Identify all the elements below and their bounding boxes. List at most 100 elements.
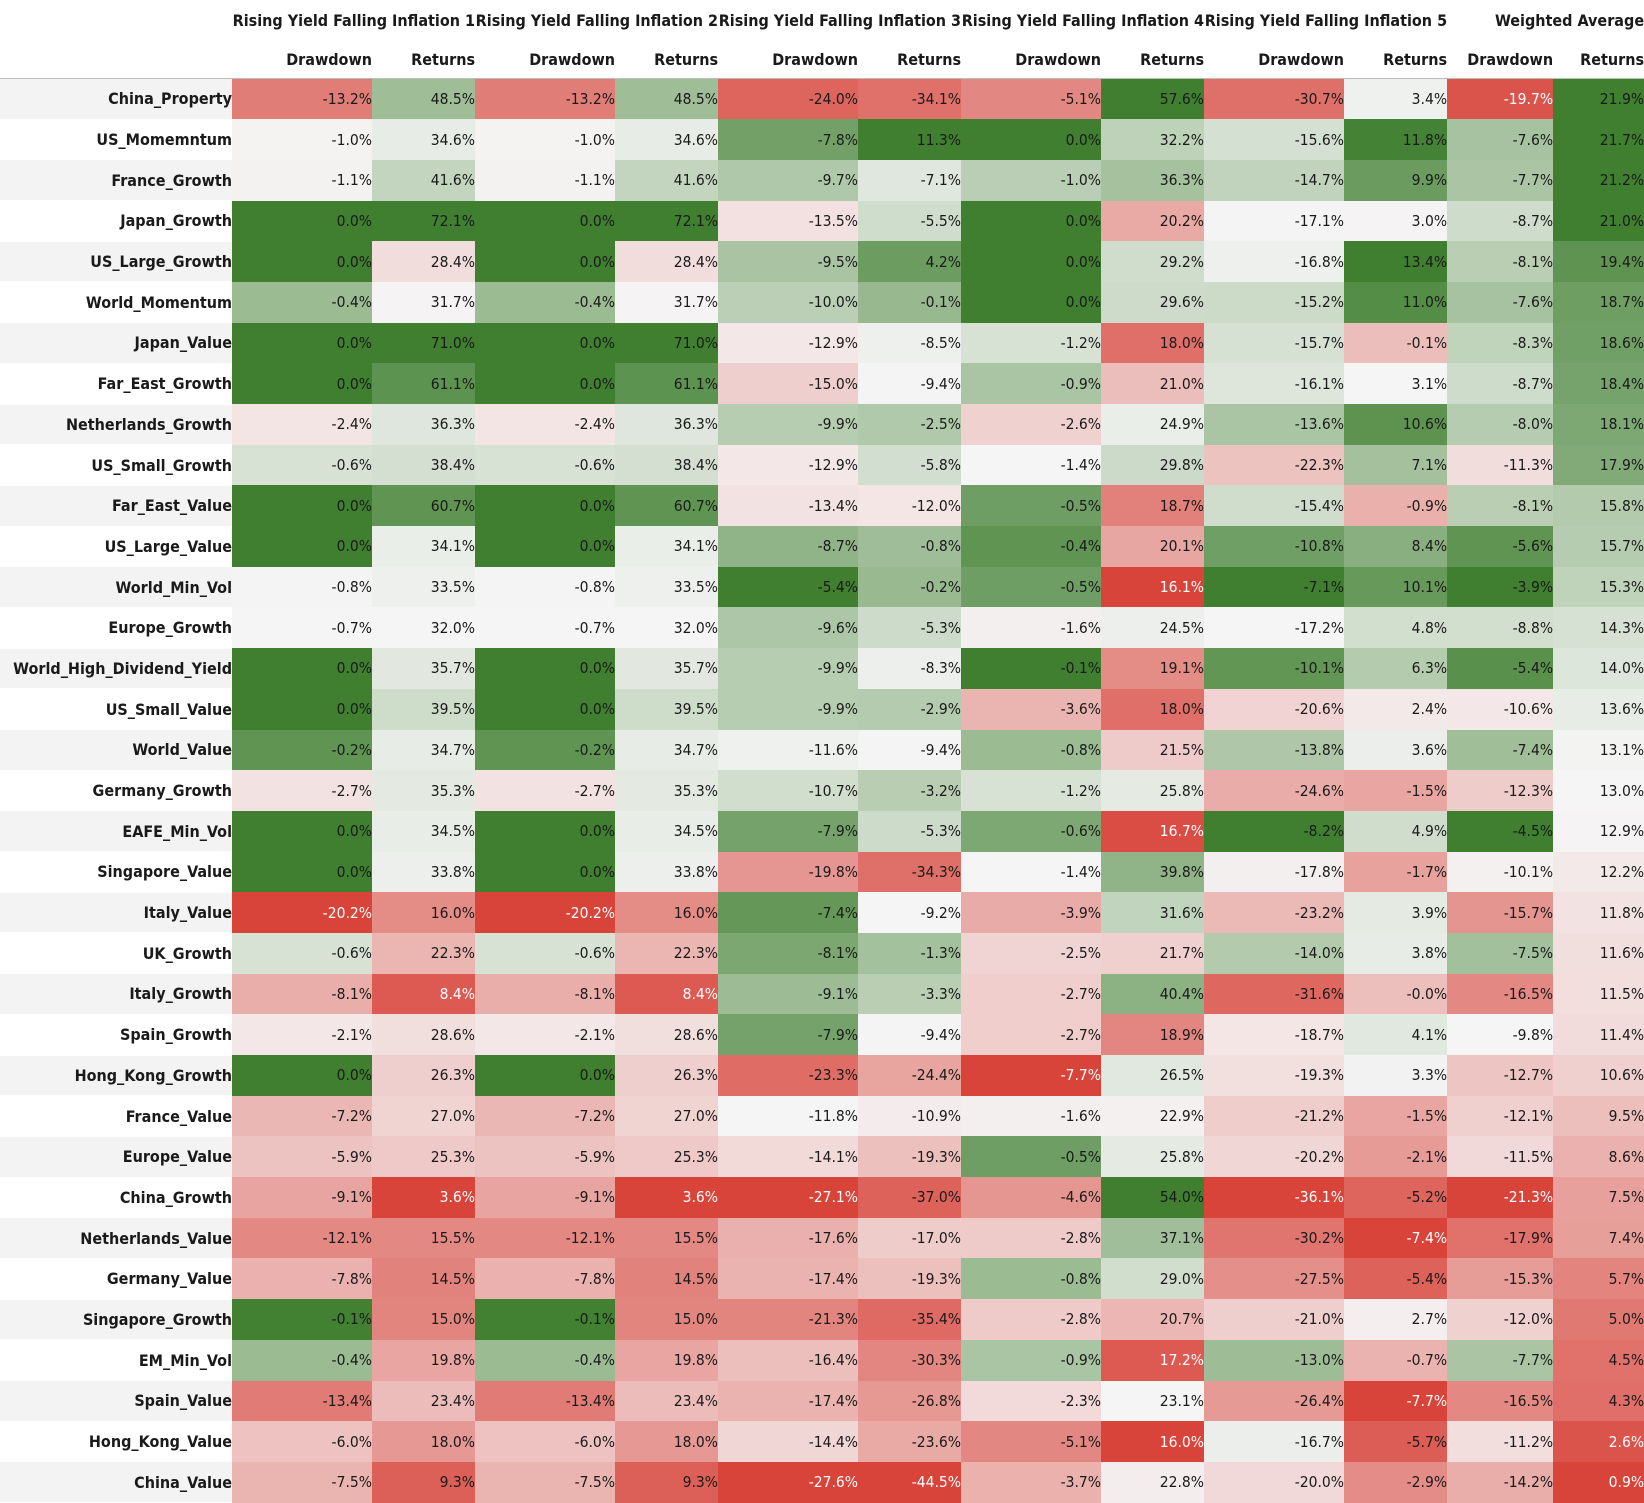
- drawdown-cell: -0.2%: [475, 729, 616, 771]
- returns-cell: -5.3%: [858, 810, 962, 852]
- drawdown-cell: -0.1%: [475, 1299, 616, 1340]
- drawdown-cell: 0.0%: [475, 526, 616, 567]
- drawdown-cell: 0.0%: [475, 851, 616, 893]
- returns-cell: 17.9%: [1553, 444, 1644, 486]
- returns-cell: 3.4%: [1344, 78, 1448, 120]
- drawdown-cell: -15.4%: [1204, 485, 1345, 527]
- table-row: France_Value -7.2% 27.0% -7.2% 27.0% -11.8% -1…: [0, 1095, 1644, 1137]
- drawdown-cell: -7.4%: [718, 892, 859, 933]
- table-row: Germany_Growth -2.7% 35.3% -2.7% 35.3% -10.7%…: [0, 770, 1644, 812]
- drawdown-cell: -0.4%: [475, 281, 616, 323]
- drawdown-cell: -9.1%: [232, 1177, 372, 1218]
- returns-cell: -2.9%: [1344, 1461, 1448, 1503]
- table-row: Netherlands_Value -12.1% 15.5% -12.1% 15.5% -…: [0, 1217, 1644, 1259]
- drawdown-cell: -4.5%: [1447, 810, 1554, 852]
- returns-cell: 25.3%: [615, 1136, 719, 1178]
- returns-cell: 24.5%: [1101, 607, 1205, 649]
- returns-cell: 9.3%: [372, 1461, 476, 1503]
- drawdown-cell: -12.1%: [1447, 1095, 1554, 1137]
- returns-cell: -0.9%: [1344, 485, 1448, 527]
- drawdown-cell: -27.6%: [718, 1461, 859, 1503]
- drawdown-cell: -21.3%: [718, 1299, 859, 1340]
- row-label: Netherlands_Growth: [0, 404, 232, 446]
- table-row: Singapore_Growth -0.1% 15.0% -0.1% 15.0% -21.…: [0, 1299, 1644, 1341]
- group-header: Rising Yield Falling Inflation 4: [961, 10, 1205, 30]
- drawdown-cell: -0.5%: [961, 566, 1102, 608]
- row-label: Europe_Value: [0, 1136, 232, 1178]
- returns-cell: 22.3%: [615, 932, 719, 974]
- drawdown-cell: -16.5%: [1447, 973, 1554, 1015]
- sub-header-row: Drawdown Returns Drawdown Returns Drawdo…: [0, 40, 1644, 79]
- returns-cell: 13.1%: [1553, 729, 1644, 771]
- returns-cell: -23.6%: [858, 1421, 962, 1462]
- drawdown-cell: -8.7%: [1447, 363, 1554, 404]
- table-row: US_Large_Value 0.0% 34.1% 0.0% 34.1% -8.7% -0.…: [0, 526, 1644, 568]
- drawdown-cell: -9.1%: [475, 1177, 616, 1218]
- returns-cell: 4.9%: [1344, 810, 1448, 852]
- drawdown-cell: -9.6%: [718, 607, 859, 649]
- returns-cell: 18.7%: [1101, 485, 1205, 527]
- corner-cell: [0, 0, 232, 40]
- drawdown-cell: -8.0%: [1447, 404, 1554, 445]
- drawdown-cell: -3.9%: [1447, 566, 1554, 608]
- drawdown-cell: 0.0%: [475, 485, 616, 527]
- drawdown-cell: 0.0%: [475, 1055, 616, 1096]
- returns-cell: 7.5%: [1553, 1177, 1644, 1218]
- returns-cell: -35.4%: [858, 1299, 962, 1340]
- returns-cell: 3.9%: [1344, 892, 1448, 933]
- drawdown-cell: -27.1%: [718, 1177, 859, 1218]
- sub-header-returns: Returns: [1344, 40, 1448, 79]
- returns-cell: 15.5%: [615, 1217, 719, 1259]
- table-row: UK_Growth -0.6% 22.3% -0.6% 22.3% -8.1% -1.3% -…: [0, 932, 1644, 975]
- table-row: EM_Min_Vol -0.4% 19.8% -0.4% 19.8% -16.4% -30.…: [0, 1339, 1644, 1381]
- returns-cell: 3.6%: [615, 1177, 719, 1218]
- returns-cell: 28.4%: [615, 241, 719, 282]
- table-row: Spain_Growth -2.1% 28.6% -2.1% 28.6% -7.9% -9.…: [0, 1014, 1644, 1056]
- returns-cell: 31.6%: [1101, 892, 1205, 933]
- drawdown-cell: -17.1%: [1204, 200, 1345, 242]
- returns-cell: 14.5%: [372, 1258, 476, 1300]
- drawdown-cell: -2.5%: [961, 932, 1102, 974]
- drawdown-cell: -16.7%: [1204, 1421, 1345, 1462]
- returns-cell: 7.4%: [1553, 1217, 1644, 1259]
- row-label: Far_East_Value: [0, 485, 232, 527]
- returns-cell: -37.0%: [858, 1177, 962, 1218]
- returns-cell: 4.5%: [1553, 1339, 1644, 1381]
- drawdown-cell: -0.1%: [961, 648, 1102, 689]
- returns-cell: 21.5%: [1101, 729, 1205, 771]
- drawdown-cell: -17.4%: [718, 1380, 859, 1422]
- row-label: Japan_Growth: [0, 200, 232, 242]
- drawdown-cell: -0.6%: [961, 810, 1102, 852]
- drawdown-cell: -13.2%: [475, 78, 616, 120]
- returns-cell: 35.3%: [615, 770, 719, 811]
- row-label: Italy_Value: [0, 892, 232, 934]
- drawdown-cell: -20.0%: [1204, 1461, 1345, 1503]
- drawdown-cell: -7.8%: [475, 1258, 616, 1300]
- drawdown-cell: 0.0%: [961, 200, 1102, 242]
- returns-cell: 16.7%: [1101, 810, 1205, 852]
- returns-cell: -1.5%: [1344, 1095, 1448, 1137]
- drawdown-cell: -7.6%: [1447, 281, 1554, 323]
- drawdown-cell: -27.5%: [1204, 1258, 1345, 1300]
- row-label: US_Momemntum: [0, 119, 232, 161]
- returns-cell: 5.7%: [1553, 1258, 1644, 1300]
- drawdown-cell: -5.4%: [1447, 648, 1554, 689]
- drawdown-cell: -26.4%: [1204, 1380, 1345, 1422]
- drawdown-cell: -8.1%: [232, 973, 372, 1015]
- drawdown-cell: -7.5%: [1447, 932, 1554, 974]
- drawdown-cell: -1.2%: [961, 322, 1102, 364]
- drawdown-cell: -9.1%: [718, 973, 859, 1015]
- row-label: Germany_Value: [0, 1258, 232, 1300]
- returns-cell: -5.8%: [858, 444, 962, 486]
- drawdown-cell: -0.5%: [961, 1136, 1102, 1178]
- returns-cell: 21.0%: [1101, 363, 1205, 404]
- drawdown-cell: -12.0%: [1447, 1299, 1554, 1340]
- returns-cell: 60.7%: [615, 485, 719, 527]
- drawdown-cell: -0.4%: [232, 1339, 372, 1381]
- drawdown-cell: -21.0%: [1204, 1299, 1345, 1340]
- drawdown-cell: 0.0%: [961, 281, 1102, 323]
- returns-cell: 36.3%: [372, 404, 476, 445]
- drawdown-cell: -22.3%: [1204, 444, 1345, 486]
- drawdown-cell: -0.4%: [475, 1339, 616, 1381]
- drawdown-cell: -8.1%: [1447, 485, 1554, 527]
